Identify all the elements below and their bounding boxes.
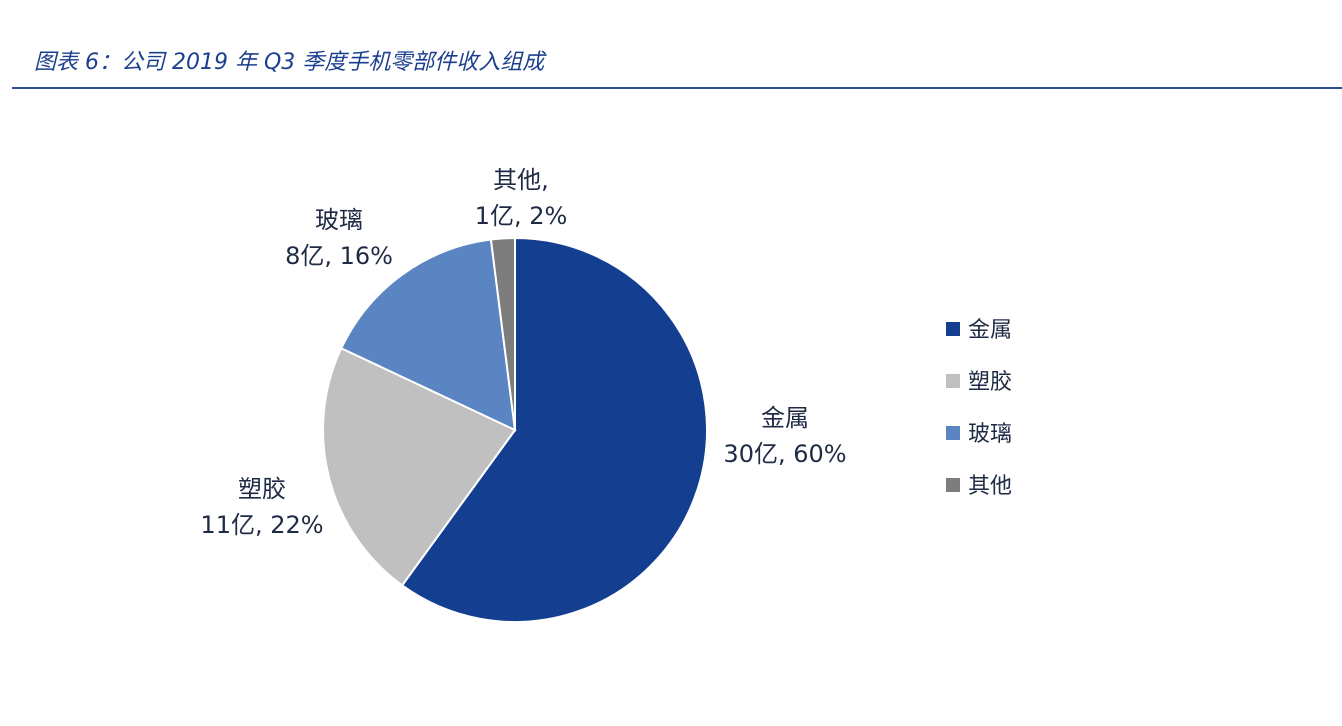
legend-swatch [946,322,960,336]
slice-label-name: 金属 [761,404,809,432]
slice-label-value: 1亿, 2% [475,202,568,230]
legend-label: 塑胶 [968,370,1012,395]
slice-label-value: 30亿, 60% [723,440,846,468]
slice-label-name: 塑胶 [238,475,286,503]
legend-swatch [946,478,960,492]
legend-swatch [946,426,960,440]
slice-label-value: 8亿, 16% [285,242,393,270]
legend-swatch [946,374,960,388]
figure-title: 图表 6：公司 2019 年 Q3 季度手机零部件收入组成 [34,50,545,75]
slice-label-name: 玻璃 [315,206,363,234]
pie-slice-1 [400,236,708,623]
legend-label: 金属 [968,318,1012,343]
pie-slice-4 [489,236,516,431]
legend-label: 其他 [968,474,1012,499]
pie-slices [322,236,708,623]
legend-label: 玻璃 [968,422,1012,447]
title-divider [12,87,1342,89]
pie-slice-3 [339,238,517,432]
slice-label-value: 11亿, 22% [200,511,323,539]
slice-label-name: 其他, [493,166,549,194]
slice-labels: 金属 30亿, 60% 塑胶 11亿, 22% 玻璃 8亿, 16% 其他, 1亿, 2% [200,166,846,539]
